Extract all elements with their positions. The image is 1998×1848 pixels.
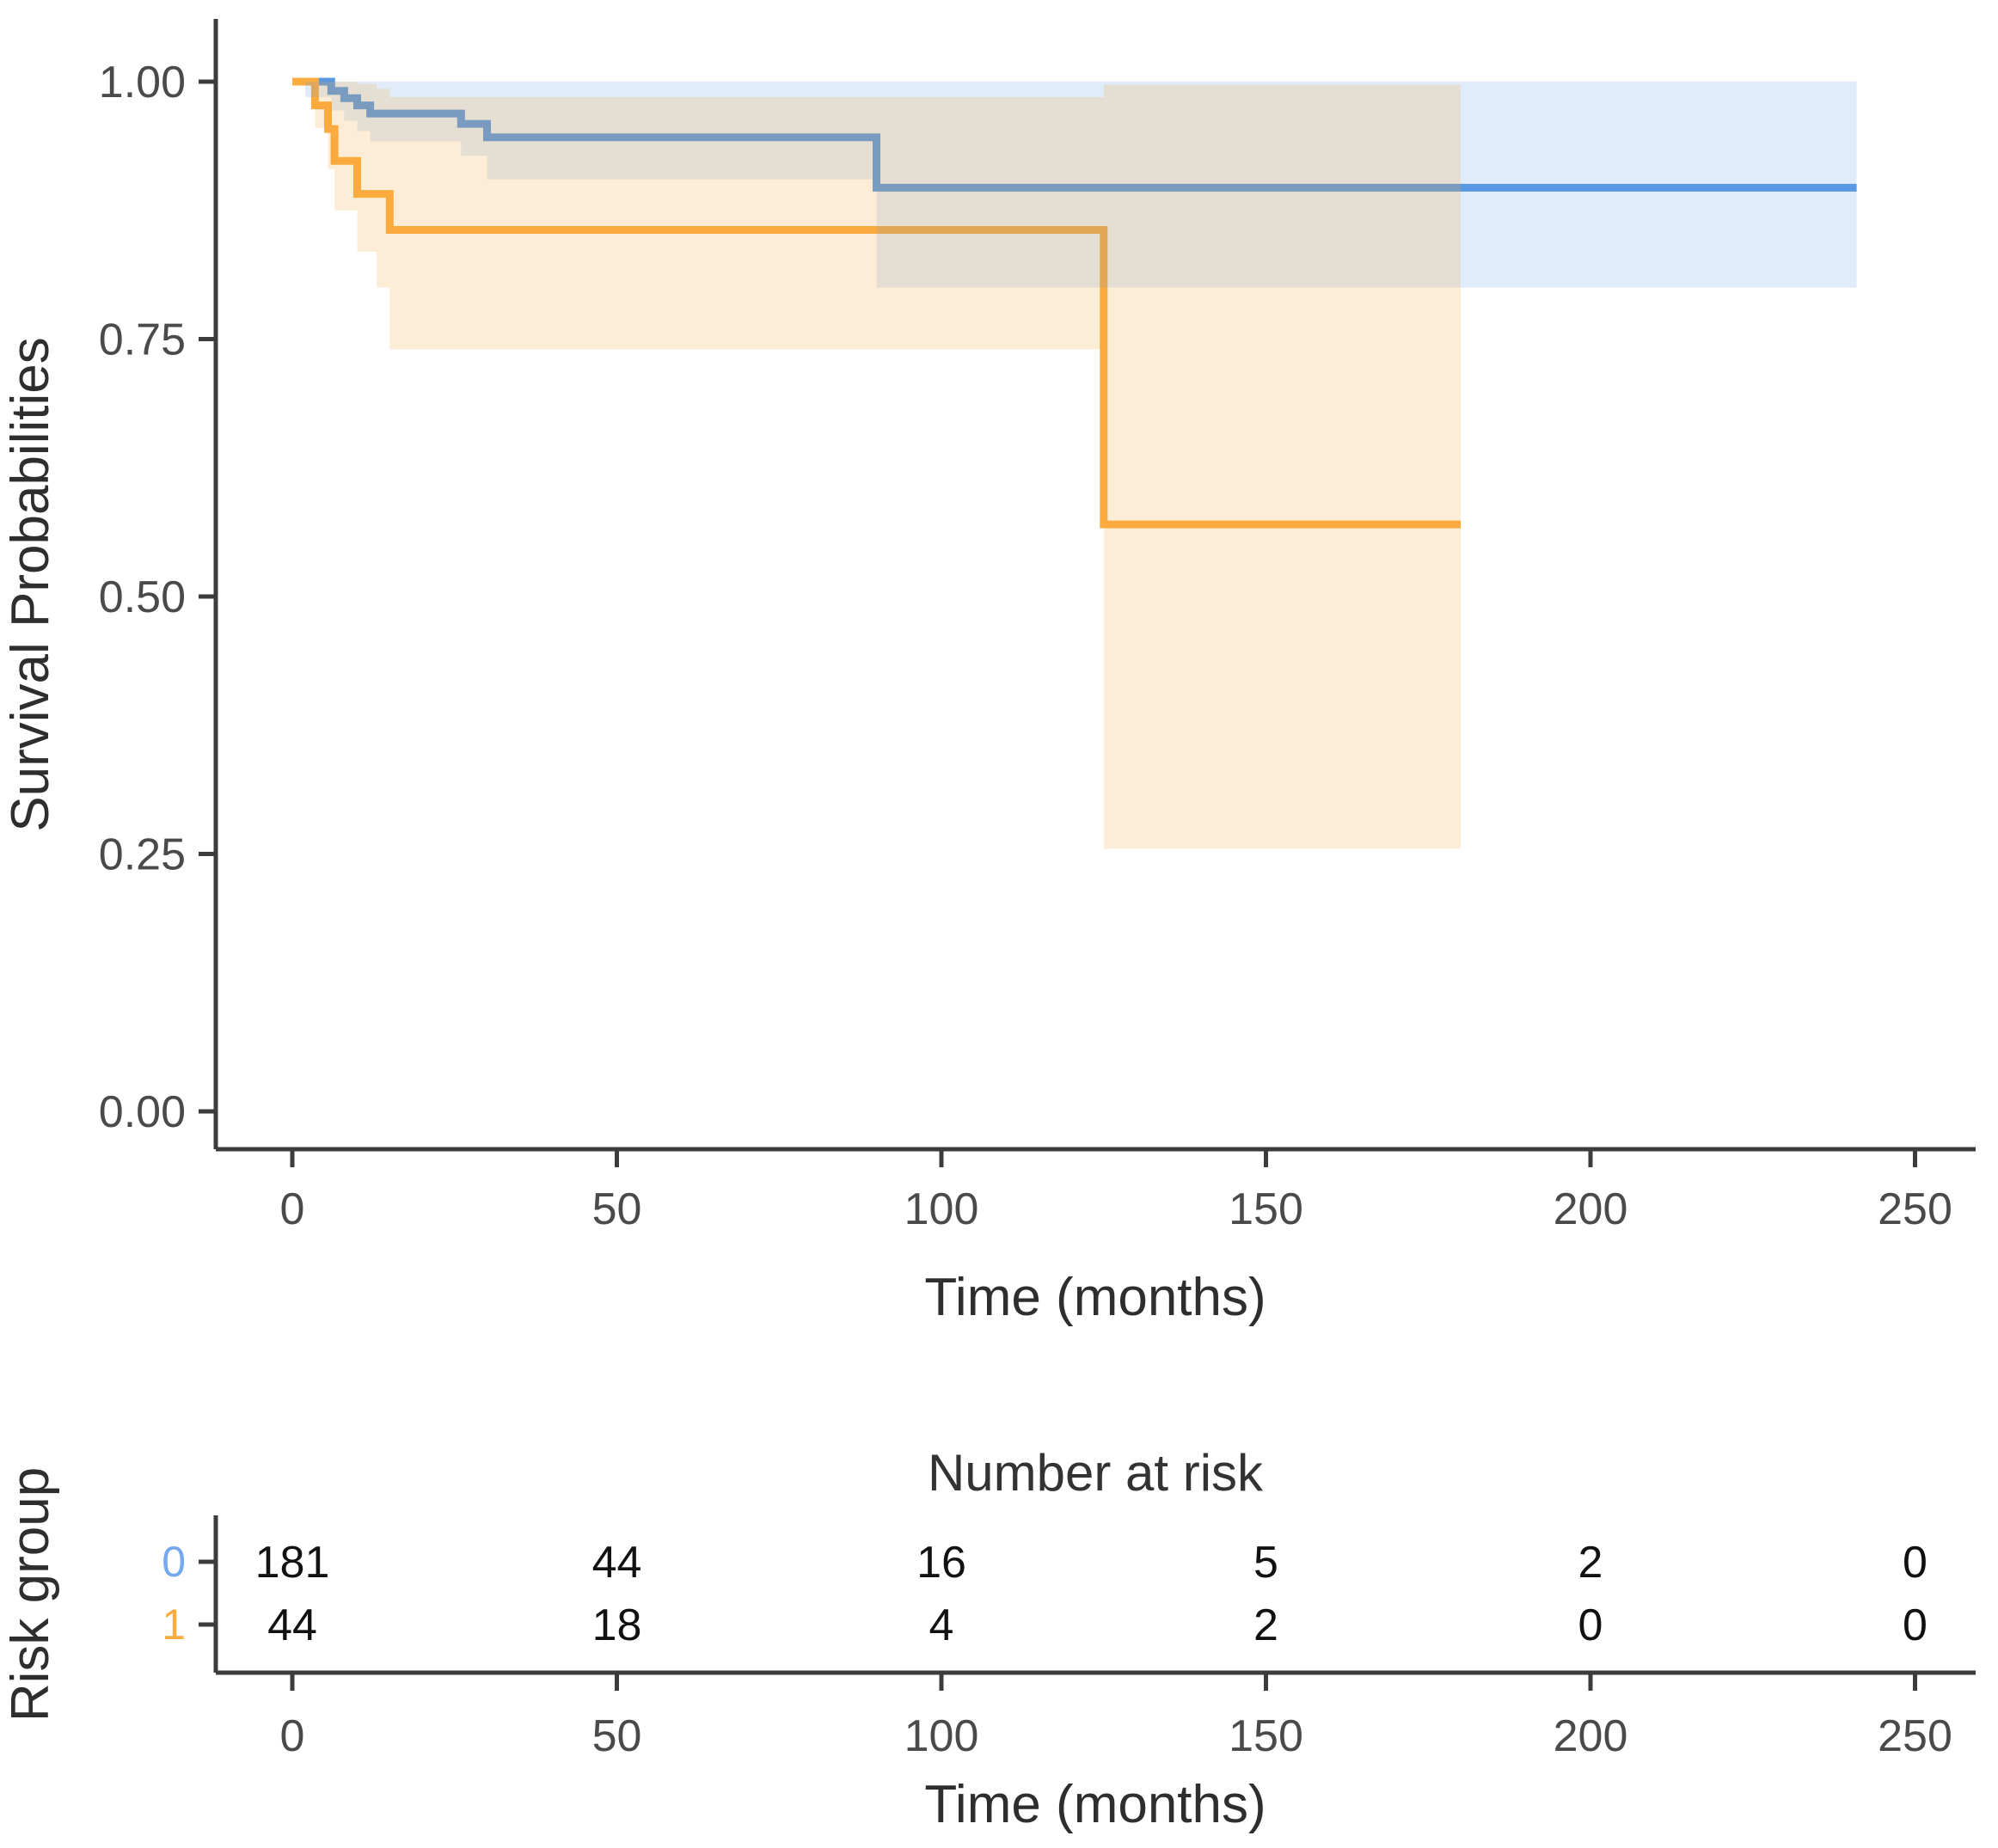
y-tick-label: 0.75 bbox=[99, 315, 186, 365]
survival-curve-group-1 bbox=[292, 77, 1461, 529]
confidence-band-group-0 bbox=[305, 82, 1857, 288]
risk-x-tick-label: 150 bbox=[1229, 1711, 1303, 1761]
risk-count: 2 bbox=[1253, 1600, 1278, 1650]
risk-count: 0 bbox=[1903, 1600, 1928, 1650]
x-tick-label: 50 bbox=[592, 1184, 642, 1234]
risk-x-tick-label: 50 bbox=[592, 1711, 642, 1761]
x-tick-label: 250 bbox=[1878, 1184, 1952, 1234]
y-tick-label: 1.00 bbox=[99, 58, 186, 107]
y-tick-label: 0.50 bbox=[99, 572, 186, 622]
risk-count: 181 bbox=[255, 1538, 330, 1588]
risk-x-tick-label: 200 bbox=[1554, 1711, 1628, 1761]
risk-count: 0 bbox=[1903, 1538, 1928, 1588]
risk-count: 0 bbox=[1578, 1600, 1603, 1650]
risk-x-tick-label: 100 bbox=[904, 1711, 979, 1761]
x-tick-label: 0 bbox=[280, 1184, 305, 1234]
x-tick-label: 200 bbox=[1554, 1184, 1628, 1234]
x-tick-label: 100 bbox=[904, 1184, 979, 1234]
y-axis-title: Survival Probabilities bbox=[1, 337, 60, 831]
survival-curve-group-0 bbox=[292, 77, 1857, 192]
main-plot: 0.00 0.25 0.50 0.75 1.00 0 50 100 150 200 250 Time … bbox=[1, 19, 1976, 1327]
risk-count: 2 bbox=[1578, 1538, 1603, 1588]
risk-group-label-0: 0 bbox=[162, 1538, 186, 1586]
confidence-band-group-1 bbox=[315, 82, 1461, 849]
risk-count: 5 bbox=[1253, 1538, 1278, 1588]
risk-count: 18 bbox=[592, 1600, 642, 1650]
risk-x-axis-title: Time (months) bbox=[924, 1775, 1266, 1834]
x-tick-label: 150 bbox=[1229, 1184, 1303, 1234]
risk-count: 44 bbox=[592, 1538, 642, 1588]
y-tick-label: 0.25 bbox=[99, 830, 186, 880]
risk-x-tick-label: 250 bbox=[1878, 1711, 1952, 1761]
risk-count: 4 bbox=[929, 1600, 954, 1650]
risk-x-tick-label: 0 bbox=[280, 1711, 305, 1761]
risk-group-label-1: 1 bbox=[162, 1600, 186, 1649]
risk-count: 44 bbox=[267, 1600, 317, 1650]
risk-y-axis-title: Risk group bbox=[1, 1467, 60, 1722]
risk-count: 16 bbox=[916, 1538, 966, 1588]
risk-table-title: Number at risk bbox=[928, 1444, 1264, 1502]
x-axis-title: Time (months) bbox=[924, 1268, 1266, 1327]
y-tick-label: 0.00 bbox=[99, 1087, 186, 1137]
